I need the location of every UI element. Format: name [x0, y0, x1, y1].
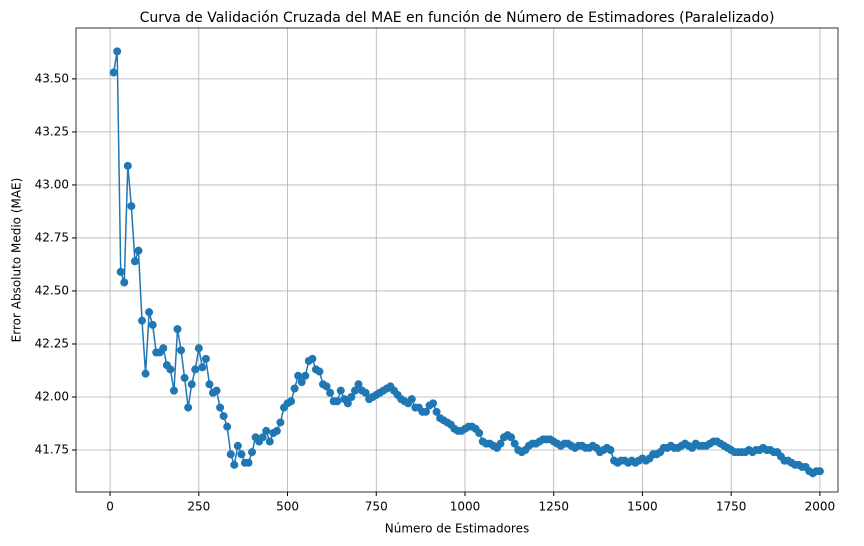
data-point [290, 384, 299, 393]
data-point [230, 460, 239, 469]
y-axis-label: Error Absoluto Medio (MAE) [10, 178, 24, 343]
data-point [194, 344, 203, 353]
data-point [258, 433, 267, 442]
data-point [212, 386, 221, 395]
x-tick-label: 500 [276, 500, 299, 514]
data-point [350, 386, 359, 395]
x-tick-label: 1500 [627, 500, 658, 514]
y-tick-label: 42.00 [35, 389, 69, 403]
data-point [198, 363, 207, 372]
data-point [145, 308, 154, 317]
y-tick-label: 43.00 [35, 177, 69, 191]
data-point [116, 267, 125, 276]
data-point [184, 403, 193, 412]
x-tick-label: 1750 [716, 500, 747, 514]
data-point [301, 371, 310, 380]
data-point [276, 418, 285, 427]
data-point [177, 346, 186, 355]
y-tick-label: 42.25 [35, 336, 69, 350]
y-tick-label: 42.50 [35, 283, 69, 297]
plot-frame [75, 27, 839, 493]
data-point [123, 161, 132, 170]
data-point [496, 439, 505, 448]
x-tick-label: 750 [365, 500, 388, 514]
data-point [343, 399, 352, 408]
data-point [322, 382, 331, 391]
data-point [173, 325, 182, 334]
x-tick-label: 2000 [805, 500, 836, 514]
data-point [333, 397, 342, 406]
data-point [507, 433, 516, 442]
data-point [166, 365, 175, 374]
data-point [141, 369, 150, 378]
data-point [326, 388, 335, 397]
data-point [475, 429, 484, 438]
data-point [510, 439, 519, 448]
data-point [421, 407, 430, 416]
data-point [233, 441, 242, 450]
data-point [130, 257, 139, 266]
x-tick-label: 250 [187, 500, 210, 514]
data-point [109, 68, 118, 77]
data-point [248, 448, 257, 457]
data-point [180, 373, 189, 382]
data-point [336, 386, 345, 395]
data-point [169, 386, 178, 395]
data-point [223, 422, 232, 431]
data-point [294, 371, 303, 380]
data-point [216, 403, 225, 412]
data-point [432, 407, 441, 416]
data-point [127, 202, 136, 211]
data-point [219, 412, 228, 421]
data-point [265, 437, 274, 446]
data-point [201, 354, 210, 363]
data-point [205, 380, 214, 389]
data-point [113, 47, 122, 56]
data-point [120, 278, 129, 287]
y-tick-label: 43.50 [35, 71, 69, 85]
data-point [407, 395, 416, 404]
data-point [226, 450, 235, 459]
data-point [287, 397, 296, 406]
data-point [134, 246, 143, 255]
y-tick-label: 41.75 [35, 443, 69, 457]
data-point [297, 378, 306, 387]
y-tick-label: 43.25 [35, 124, 69, 138]
data-point [429, 399, 438, 408]
x-tick-label: 0 [106, 500, 114, 514]
chart-title: Curva de Validación Cruzada del MAE en f… [140, 10, 775, 26]
data-point [354, 380, 363, 389]
x-tick-label: 1000 [450, 500, 481, 514]
data-point [347, 392, 356, 401]
data-point [308, 354, 317, 363]
data-point [815, 467, 824, 476]
data-point [138, 316, 147, 325]
data-point [606, 446, 615, 455]
data-point [159, 344, 168, 353]
data-point [237, 450, 246, 459]
data-point [361, 388, 370, 397]
data-point [272, 426, 281, 435]
data-point [315, 367, 324, 376]
x-axis-label: Número de Estimadores [385, 522, 529, 536]
data-point [244, 458, 253, 467]
data-point [262, 426, 271, 435]
data-point [191, 365, 200, 374]
x-tick-label: 1250 [538, 500, 569, 514]
data-point [187, 380, 196, 389]
data-point [148, 320, 157, 329]
y-tick-label: 42.75 [35, 230, 69, 244]
